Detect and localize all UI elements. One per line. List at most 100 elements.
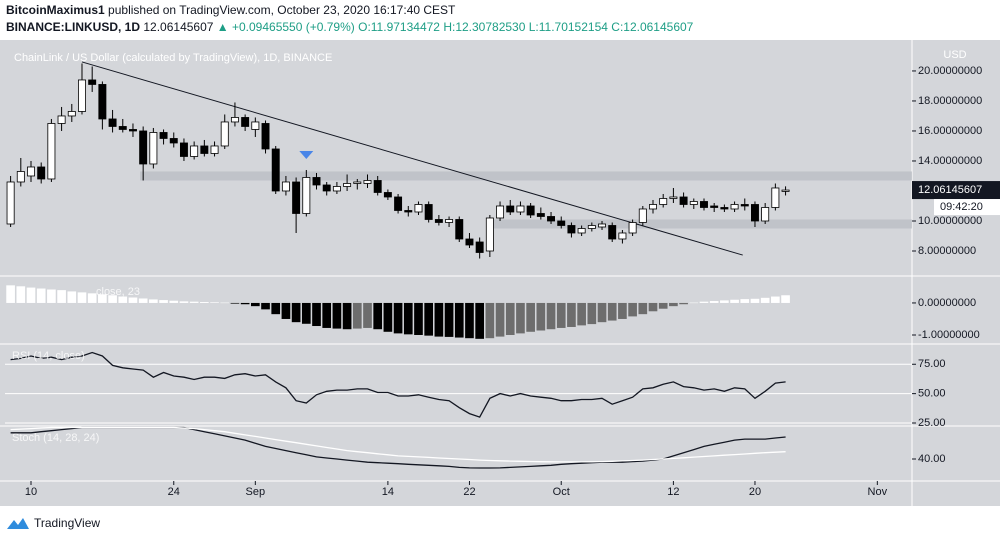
unit-label: USD: [943, 49, 966, 61]
histogram-bar: [77, 292, 87, 303]
candle-body: [16, 171, 25, 183]
candle-body: [78, 79, 86, 112]
brand: TradingView: [34, 516, 101, 530]
histogram-bar: [179, 301, 189, 303]
candle-body: [383, 192, 392, 198]
candle-body: [27, 166, 35, 177]
histogram-bar: [363, 302, 372, 328]
histogram-bar: [628, 302, 637, 317]
histogram-bar: [189, 301, 199, 303]
price-tag: [912, 181, 1000, 200]
candle-body: [475, 241, 484, 253]
candle-body: [353, 181, 362, 184]
histogram-bar: [485, 302, 495, 339]
chart-background: [0, 40, 1000, 506]
candle-body: [740, 204, 749, 207]
y-tick-label: 40.00: [918, 453, 946, 465]
header-row: BitcoinMaximus1 published on TradingView…: [6, 2, 996, 19]
candle-body: [322, 184, 331, 192]
y-tick-label: 50.00: [918, 388, 946, 400]
histogram-bar: [771, 296, 780, 303]
histogram-bar: [118, 296, 128, 303]
histogram-bar: [526, 302, 535, 332]
histogram-bar: [709, 301, 719, 303]
histogram-bar: [332, 302, 342, 329]
histogram-bar: [271, 302, 281, 315]
histogram-bar: [403, 302, 413, 335]
histogram-bar: [689, 302, 699, 304]
candle-body: [179, 142, 188, 157]
histogram-bar: [577, 302, 586, 326]
histogram-bar: [301, 302, 311, 324]
candle-body: [251, 121, 260, 130]
candle-body: [547, 216, 556, 222]
histogram-bar: [220, 302, 230, 304]
ohlc-high: H:12.30782530: [443, 20, 526, 34]
candle-body: [332, 186, 341, 192]
candle-body: [169, 138, 178, 144]
candle-body: [689, 201, 698, 205]
y-tick-label: 16.00000000: [918, 125, 982, 137]
ohlc-low: L:11.70152154: [528, 20, 608, 34]
panel-title: close, 23: [96, 286, 140, 298]
candle-body: [516, 205, 525, 213]
candle-body: [506, 205, 515, 213]
candle-body: [445, 219, 454, 223]
histogram-bar: [128, 297, 138, 303]
histogram-bar: [556, 302, 566, 328]
candle-body: [37, 166, 46, 180]
candle-body: [394, 196, 403, 211]
histogram-bar: [250, 302, 260, 307]
y-tick-label: 14.00000000: [918, 155, 982, 167]
footer: TradingView: [6, 512, 100, 534]
y-tick-label: 20.00000000: [918, 65, 982, 77]
header: BitcoinMaximus1 published on TradingView…: [6, 2, 996, 36]
indicator-line: [10, 426, 786, 463]
histogram-bar: [648, 302, 658, 312]
candle-body: [485, 217, 494, 252]
histogram-bar: [567, 302, 576, 327]
histogram-bar: [424, 302, 434, 336]
histogram-bar: [516, 302, 525, 334]
indicator-line: [10, 351, 786, 418]
x-tick-label: 14: [382, 486, 394, 498]
histogram-bar: [373, 302, 383, 330]
y-tick-label: 8.00000000: [918, 245, 976, 257]
candle-body: [261, 123, 270, 150]
candle-body: [730, 204, 739, 210]
histogram-bar: [200, 301, 209, 303]
candle-body: [526, 205, 535, 216]
candle-body: [465, 238, 474, 246]
candle-body: [118, 126, 127, 130]
candle-body: [455, 219, 464, 240]
candle-body: [700, 201, 708, 208]
histogram-bar: [342, 302, 352, 330]
histogram-bar: [281, 302, 291, 319]
candle-body: [567, 225, 576, 234]
zone: [140, 171, 912, 181]
symbol: BINANCE:LINKUSD, 1D: [6, 20, 141, 34]
candle-body: [618, 232, 627, 240]
change: ▲ +0.09465550 (+0.79%): [216, 20, 355, 34]
y-tick-label: 18.00000000: [918, 95, 982, 107]
histogram-bar: [434, 302, 444, 337]
histogram-bar: [159, 300, 168, 303]
chart-title: ChainLink / US Dollar (calculated by Tra…: [14, 52, 332, 64]
price-tag-label: 12.06145607: [918, 184, 982, 196]
candle-body: [751, 204, 759, 222]
histogram-bar: [454, 302, 464, 338]
histogram-bar: [495, 302, 505, 337]
histogram-bar: [26, 287, 36, 303]
histogram-bar: [210, 302, 219, 303]
candle-body: [679, 196, 688, 205]
countdown-tag: [934, 199, 1000, 216]
y-tick-label: 0.00000000: [918, 297, 976, 309]
candle-body: [669, 196, 678, 199]
histogram-bar: [393, 302, 403, 334]
candle-body: [159, 132, 168, 139]
histogram-bar: [230, 302, 240, 304]
header-row: BINANCE:LINKUSD, 1D 12.06145607 ▲ +0.094…: [6, 19, 996, 36]
histogram-bar: [240, 302, 250, 305]
histogram-bar: [638, 302, 648, 315]
